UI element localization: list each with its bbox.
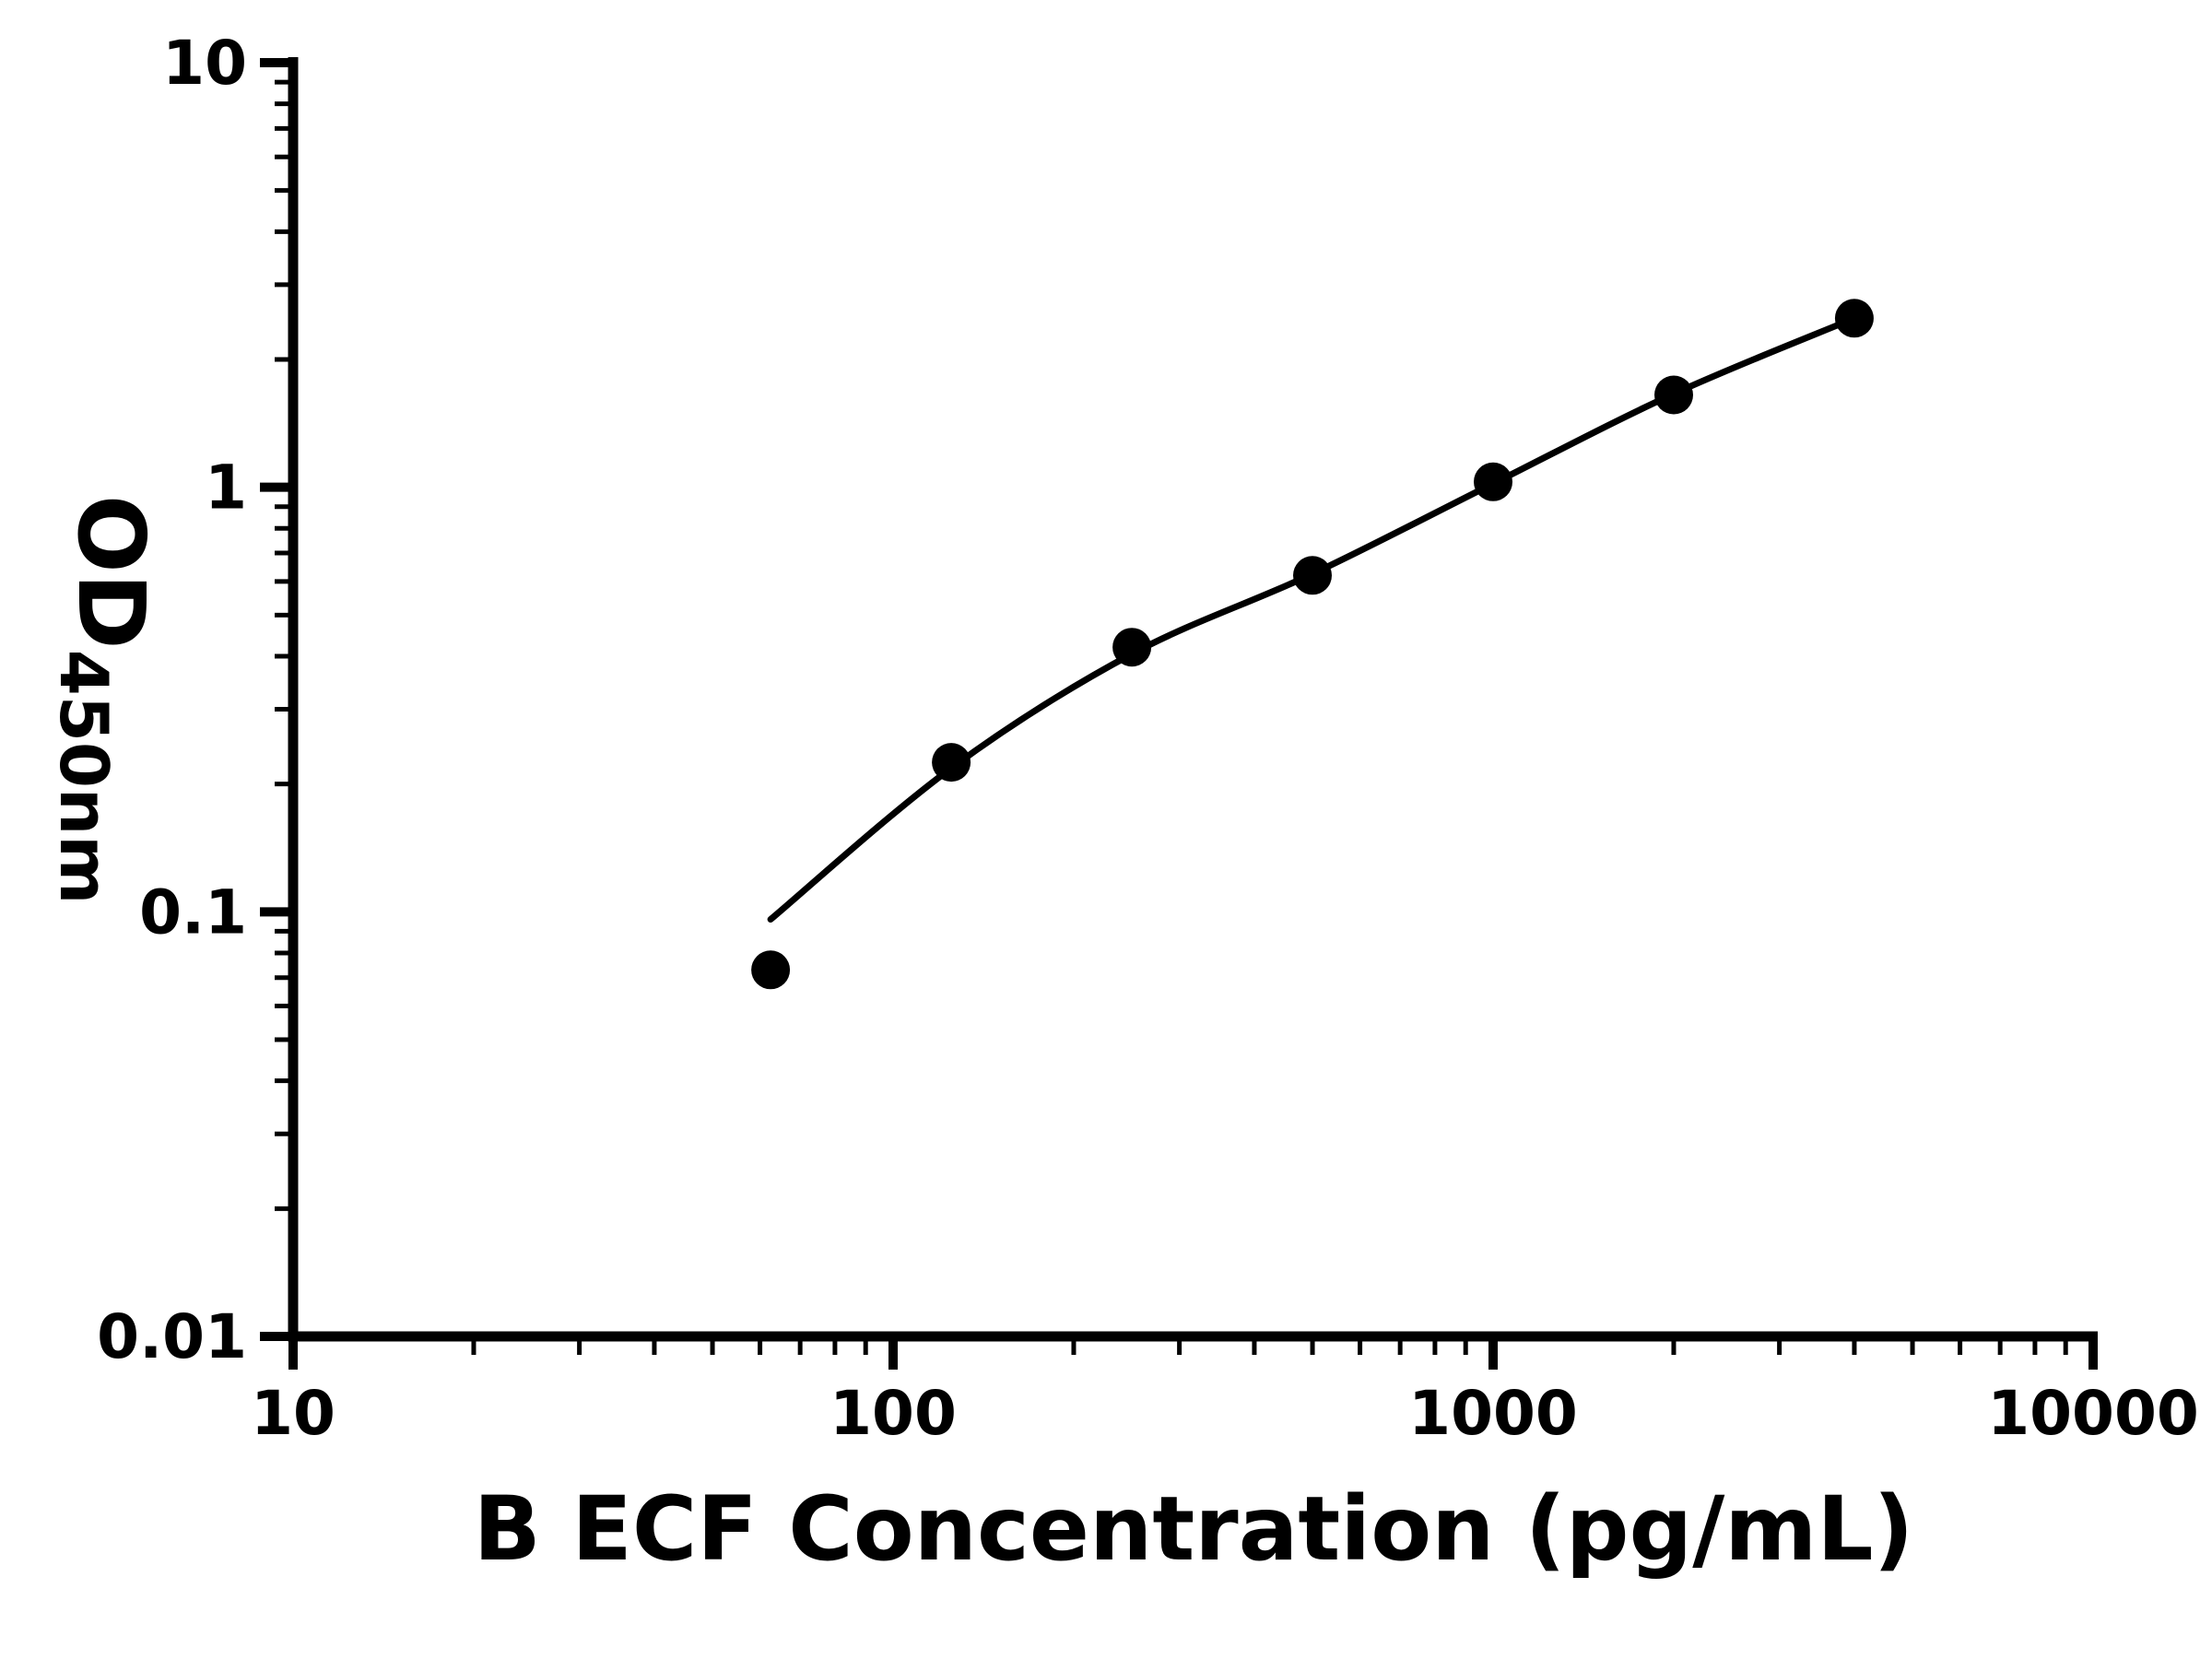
y-axis-title: OD450nm [45, 495, 165, 905]
data-point [1654, 375, 1693, 415]
y-axis-title-main: OD [57, 495, 165, 650]
y-tick-label: 0.1 [139, 877, 247, 947]
data-point [932, 743, 971, 782]
x-tick-label: 1000 [1408, 1378, 1578, 1449]
axis-lines [288, 57, 2098, 1342]
y-axis-title-subscript: 450nm [45, 650, 123, 905]
y-tick-label: 0.01 [97, 1301, 247, 1372]
x-tick-label: 10 [251, 1378, 335, 1449]
data-point [1474, 462, 1512, 501]
x-tick-label: 100 [830, 1378, 957, 1449]
fit-curve [767, 314, 1858, 923]
data-point [751, 950, 791, 990]
x-axis-title: B ECF Concentration (pg/mL) [474, 1477, 1914, 1581]
x-tick-label: 10000 [1987, 1378, 2199, 1449]
data-point [1834, 299, 1874, 338]
data-point [1112, 628, 1152, 667]
data-points [751, 299, 1874, 990]
y-tick-label: 1 [205, 453, 247, 524]
y-tick-label: 10 [162, 28, 247, 99]
major-ticks [260, 58, 2098, 1370]
data-point [1293, 556, 1332, 595]
minor-ticks [275, 79, 2068, 1355]
